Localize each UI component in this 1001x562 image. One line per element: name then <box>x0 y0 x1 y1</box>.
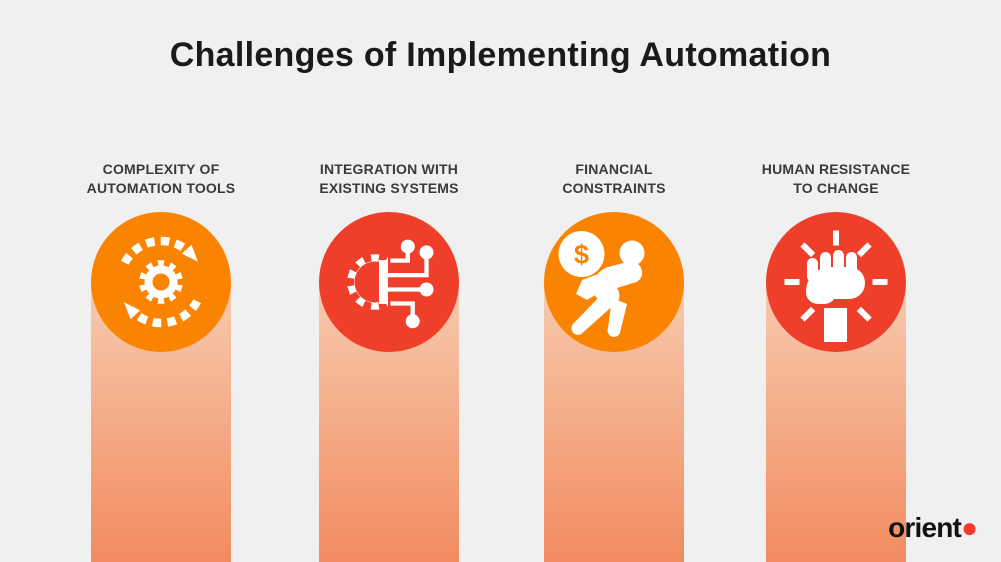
svg-text:$: $ <box>574 240 589 270</box>
